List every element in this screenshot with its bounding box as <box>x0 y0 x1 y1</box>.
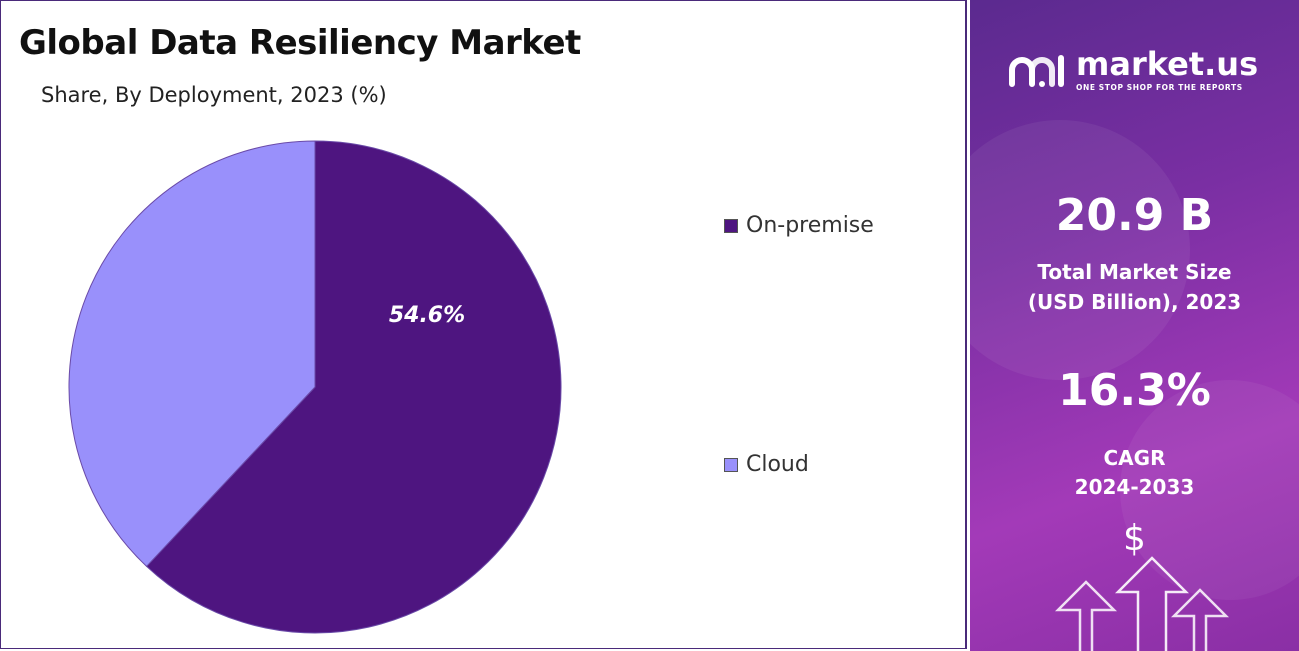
cagr-label-line1: CAGR <box>1103 446 1166 470</box>
legend-label: On-premise <box>746 213 874 238</box>
cagr-label-line2: 2024-2033 <box>1074 475 1195 499</box>
chart-title: Global Data Resiliency Market <box>19 23 581 63</box>
pie-slice-on-premise <box>145 140 562 634</box>
summary-panel: market.us ONE STOP SHOP FOR THE REPORTS … <box>970 0 1299 651</box>
brand-name: market.us <box>1076 45 1259 83</box>
legend-swatch-on-premise <box>724 218 738 233</box>
pie-chart: 54.6% <box>68 140 562 634</box>
background-circle-decoration <box>1120 380 1299 600</box>
market-size-label-line2: (USD Billion), 2023 <box>1027 290 1242 314</box>
market-us-logo-icon <box>1009 55 1064 87</box>
legend-item-on-premise: On-premise <box>724 213 874 238</box>
background-circle-decoration <box>970 120 1190 380</box>
chart-subtitle: Share, By Deployment, 2023 (%) <box>41 83 387 107</box>
dollar-icon: $ <box>1123 518 1146 559</box>
up-arrow-icon <box>1054 556 1230 651</box>
legend-item-cloud: Cloud <box>724 452 809 477</box>
market-size-label-line1: Total Market Size <box>1037 260 1232 284</box>
market-size-value: 20.9 B <box>1055 190 1214 241</box>
legend-label: Cloud <box>746 452 809 477</box>
pie-slice-cloud <box>68 140 316 568</box>
pie-data-label: 54.6% <box>389 303 465 328</box>
chart-panel: Global Data Resiliency Market Share, By … <box>0 0 967 649</box>
brand-logo: market.us ONE STOP SHOP FOR THE REPORTS <box>1008 48 1258 92</box>
legend-swatch-cloud <box>724 457 738 472</box>
brand-tagline: ONE STOP SHOP FOR THE REPORTS <box>1076 83 1243 92</box>
cagr-value: 16.3% <box>1058 365 1211 416</box>
